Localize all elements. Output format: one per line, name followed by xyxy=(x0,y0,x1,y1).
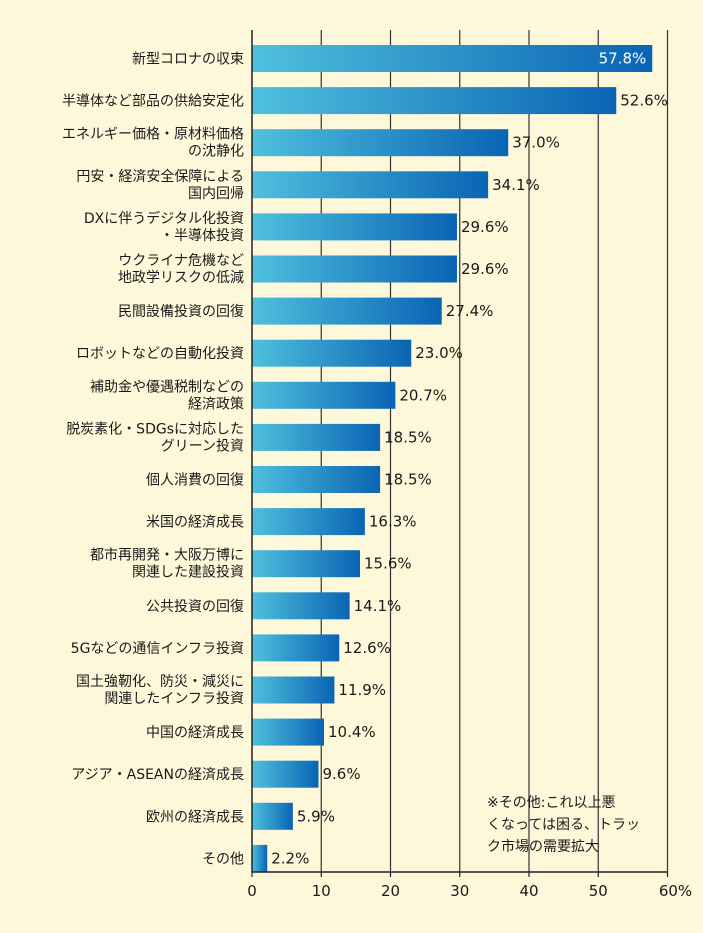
value-label: 10.4% xyxy=(328,723,376,741)
value-label: 16.3% xyxy=(369,513,417,531)
category-label: 新型コロナの収束 xyxy=(132,52,244,68)
x-tick-label: 0 xyxy=(247,882,257,900)
x-tick-label: 20 xyxy=(381,882,400,900)
value-label: 27.4% xyxy=(446,302,494,320)
bar xyxy=(252,297,442,325)
bar xyxy=(252,802,293,830)
category-label: エネルギー価格・原材料価格の沈静化 xyxy=(62,127,244,160)
bar xyxy=(252,129,509,157)
note-line: くなっては困る、トラッ xyxy=(487,817,640,833)
value-labels: 57.8% 52.6% 37.0% 34.1% 29.6% 29.6% 27.4% 23.0%… xyxy=(271,50,668,868)
category-label: 補助金や優遇税制などの経済政策 xyxy=(90,379,244,412)
note-line: ク市場の需要拡大 xyxy=(487,838,599,855)
bar xyxy=(252,339,412,367)
bar xyxy=(252,718,325,746)
bar xyxy=(252,213,457,241)
value-label: 18.5% xyxy=(384,428,432,446)
category-label: その他 xyxy=(202,851,244,867)
category-label: アジア・ASEANの経済成長 xyxy=(71,767,244,783)
category-label: 米国の経済成長 xyxy=(146,515,244,531)
value-label: 52.6% xyxy=(620,92,668,110)
bar xyxy=(252,381,396,409)
category-label: 都市再開発・大阪万博に関連した建設投資 xyxy=(90,547,244,581)
bar xyxy=(252,634,340,662)
x-tick-label: 40 xyxy=(519,882,538,900)
value-label: 37.0% xyxy=(512,134,560,152)
value-label: 11.9% xyxy=(338,681,386,699)
x-tick-label: 10 xyxy=(312,882,331,900)
bar xyxy=(252,550,361,578)
category-label: 脱炭素化・SDGsに対応したグリーン投資 xyxy=(66,421,244,454)
gridlines xyxy=(320,30,669,872)
category-label: 公共投資の回復 xyxy=(146,598,244,615)
note-line: ※その他:これ以上悪 xyxy=(487,795,615,811)
value-label: 29.6% xyxy=(461,218,509,236)
bar xyxy=(252,592,350,620)
bar xyxy=(252,508,365,536)
value-label: 34.1% xyxy=(492,176,540,194)
bar xyxy=(252,45,653,72)
value-label: 12.6% xyxy=(343,639,391,657)
x-axis: 0 10 20 30 40 50 60% xyxy=(247,30,692,900)
category-label: ロボットなどの自動化投資 xyxy=(76,346,244,362)
value-label: 20.7% xyxy=(399,386,447,404)
category-label: 欧州の経済成長 xyxy=(146,809,244,825)
category-label: 円安・経済安全保障による国内回帰 xyxy=(76,168,244,202)
x-tick-label: 30 xyxy=(450,882,469,900)
bar xyxy=(252,87,617,115)
value-label: 14.1% xyxy=(354,597,402,615)
category-label: DXに伴うデジタル化投資・半導体投資 xyxy=(84,210,244,244)
value-label: 15.6% xyxy=(364,555,412,573)
category-label: ウクライナ危機など地政学リスクの低減 xyxy=(118,253,244,286)
value-label: 29.6% xyxy=(461,260,509,278)
bar xyxy=(252,255,457,283)
bar xyxy=(252,466,381,493)
x-tick-label: 60% xyxy=(659,882,692,900)
bar xyxy=(252,423,381,451)
value-label: 57.8% xyxy=(599,50,647,68)
category-labels: 新型コロナの収束半導体など部品の供給安定化エネルギー価格・原材料価格の沈静化円安… xyxy=(62,52,244,868)
bar xyxy=(252,171,489,199)
value-label: 23.0% xyxy=(415,344,463,362)
category-label: 半導体など部品の供給安定化 xyxy=(62,94,244,110)
value-label: 9.6% xyxy=(322,765,360,783)
category-label: 5Gなどの通信インフラ投資 xyxy=(71,641,244,657)
value-label: 18.5% xyxy=(384,471,432,489)
bars xyxy=(252,45,653,872)
bar xyxy=(252,676,335,704)
category-label: 個人消費の回復 xyxy=(146,472,244,489)
value-label: 2.2% xyxy=(271,849,309,867)
x-tick-label: 50 xyxy=(589,882,608,900)
category-label: 国土強靭化、防災・減災に関連したインフラ投資 xyxy=(76,673,244,707)
value-label: 5.9% xyxy=(297,807,335,825)
bar xyxy=(252,760,319,788)
bar xyxy=(252,844,268,872)
category-label: 中国の経済成長 xyxy=(146,725,244,741)
category-label: 民間設備投資の回復 xyxy=(118,303,244,320)
